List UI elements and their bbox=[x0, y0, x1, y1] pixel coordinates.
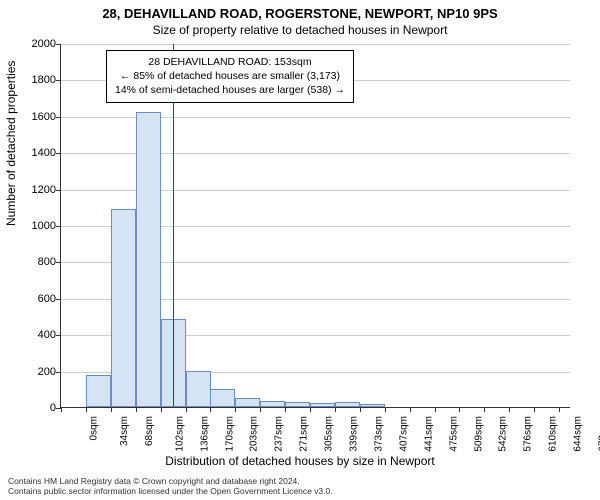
x-tick-label: 271sqm bbox=[298, 416, 309, 452]
x-tick-label: 644sqm bbox=[572, 416, 583, 452]
annotation-line: ← 85% of detached houses are smaller (3,… bbox=[115, 69, 345, 83]
y-tick-mark bbox=[56, 80, 61, 81]
annotation-box: 28 DEHAVILLAND ROAD: 153sqm← 85% of deta… bbox=[106, 50, 354, 103]
x-tick-label: 407sqm bbox=[398, 416, 409, 452]
x-tick-mark bbox=[235, 407, 236, 412]
x-tick-mark bbox=[559, 407, 560, 412]
y-tick-mark bbox=[56, 335, 61, 336]
x-tick-label: 305sqm bbox=[323, 416, 334, 452]
x-tick-mark bbox=[435, 407, 436, 412]
histogram-bar bbox=[235, 398, 260, 407]
x-tick-mark bbox=[410, 407, 411, 412]
x-tick-label: 373sqm bbox=[373, 416, 384, 452]
y-gridline bbox=[61, 44, 570, 45]
x-tick-mark bbox=[136, 407, 137, 412]
x-tick-label: 0sqm bbox=[88, 416, 99, 440]
y-tick-label: 1600 bbox=[16, 111, 56, 123]
x-tick-label: 475sqm bbox=[448, 416, 459, 452]
y-tick-label: 1000 bbox=[16, 220, 56, 232]
attribution-footer: Contains HM Land Registry data © Crown c… bbox=[8, 476, 333, 496]
y-tick-label: 1800 bbox=[16, 74, 56, 86]
page-subtitle: Size of property relative to detached ho… bbox=[0, 21, 600, 37]
x-tick-label: 203sqm bbox=[249, 416, 260, 452]
x-tick-label: 542sqm bbox=[497, 416, 508, 452]
x-tick-mark bbox=[86, 407, 87, 412]
histogram-bar bbox=[136, 112, 161, 407]
x-tick-mark bbox=[186, 407, 187, 412]
y-tick-label: 1400 bbox=[16, 147, 56, 159]
y-tick-mark bbox=[56, 190, 61, 191]
x-tick-mark bbox=[385, 407, 386, 412]
y-tick-mark bbox=[56, 117, 61, 118]
histogram-bar bbox=[210, 389, 235, 407]
histogram-bar bbox=[310, 403, 335, 407]
x-tick-label: 339sqm bbox=[348, 416, 359, 452]
x-tick-label: 237sqm bbox=[273, 416, 284, 452]
x-tick-label: 34sqm bbox=[119, 416, 130, 446]
x-tick-mark bbox=[534, 407, 535, 412]
y-tick-mark bbox=[56, 153, 61, 154]
y-tick-label: 1200 bbox=[16, 184, 56, 196]
annotation-line: 14% of semi-detached houses are larger (… bbox=[115, 83, 345, 97]
footer-line-1: Contains HM Land Registry data © Crown c… bbox=[8, 476, 333, 486]
x-tick-label: 509sqm bbox=[473, 416, 484, 452]
histogram-bar bbox=[260, 401, 285, 407]
y-tick-mark bbox=[56, 226, 61, 227]
x-tick-label: 68sqm bbox=[144, 416, 155, 446]
page-title: 28, DEHAVILLAND ROAD, ROGERSTONE, NEWPOR… bbox=[0, 0, 600, 21]
x-tick-label: 170sqm bbox=[224, 416, 235, 452]
x-tick-label: 136sqm bbox=[199, 416, 210, 452]
x-tick-mark bbox=[161, 407, 162, 412]
x-tick-mark bbox=[61, 407, 62, 412]
x-tick-label: 102sqm bbox=[174, 416, 185, 452]
x-tick-mark bbox=[210, 407, 211, 412]
x-tick-mark bbox=[484, 407, 485, 412]
y-tick-label: 800 bbox=[16, 256, 56, 268]
y-tick-label: 0 bbox=[16, 402, 56, 414]
y-tick-mark bbox=[56, 44, 61, 45]
histogram-bar bbox=[285, 402, 310, 407]
histogram-bar bbox=[186, 371, 211, 407]
histogram-bar bbox=[335, 402, 360, 407]
x-tick-mark bbox=[310, 407, 311, 412]
x-tick-mark bbox=[360, 407, 361, 412]
histogram-bar bbox=[111, 209, 136, 407]
y-tick-mark bbox=[56, 299, 61, 300]
y-tick-label: 600 bbox=[16, 293, 56, 305]
histogram-bar bbox=[86, 375, 111, 407]
y-tick-mark bbox=[56, 262, 61, 263]
x-tick-mark bbox=[459, 407, 460, 412]
histogram-bar bbox=[360, 404, 385, 407]
x-tick-label: 610sqm bbox=[547, 416, 558, 452]
annotation-line: 28 DEHAVILLAND ROAD: 153sqm bbox=[115, 55, 345, 69]
y-tick-mark bbox=[56, 372, 61, 373]
x-tick-label: 576sqm bbox=[522, 416, 533, 452]
x-tick-label: 441sqm bbox=[423, 416, 434, 452]
histogram-plot: 28 DEHAVILLAND ROAD: 153sqm← 85% of deta… bbox=[60, 44, 570, 408]
y-tick-label: 400 bbox=[16, 329, 56, 341]
footer-line-2: Contains public sector information licen… bbox=[8, 486, 333, 496]
y-tick-label: 200 bbox=[16, 366, 56, 378]
x-tick-mark bbox=[335, 407, 336, 412]
x-axis-label: Distribution of detached houses by size … bbox=[0, 454, 600, 468]
x-tick-mark bbox=[285, 407, 286, 412]
x-tick-mark bbox=[260, 407, 261, 412]
y-tick-label: 2000 bbox=[16, 38, 56, 50]
x-tick-mark bbox=[111, 407, 112, 412]
x-tick-mark bbox=[509, 407, 510, 412]
